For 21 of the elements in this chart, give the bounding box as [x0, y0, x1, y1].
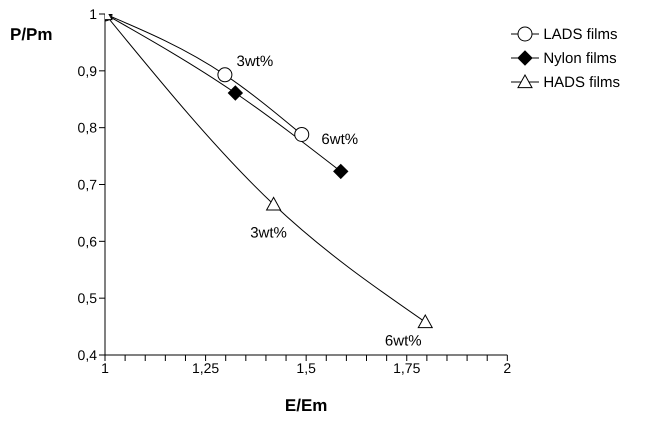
x-tick-label: 1: [101, 360, 110, 376]
y-tick-label: 1: [89, 6, 98, 22]
y-axis-title: P/Pm: [10, 25, 53, 44]
legend-label: Nylon films: [543, 50, 617, 66]
annotation: 6wt%: [321, 130, 358, 148]
x-tick-label: 1,75: [393, 360, 421, 376]
x-tick-label: 2: [503, 360, 512, 376]
x-axis-title: E/Em: [284, 396, 328, 415]
y-tick-label: 0,6: [78, 233, 98, 250]
legend-label: LADS films: [543, 26, 618, 42]
y-tick-label: 0,8: [78, 120, 98, 136]
y-tick-label: 0,9: [78, 62, 98, 79]
x-tick-label: 1,5: [296, 360, 316, 376]
y-tick-label: 0,5: [78, 290, 98, 306]
x-tick-label: 1,25: [192, 360, 220, 376]
annotation: 3wt%: [236, 53, 274, 70]
y-tick-label: 0,7: [78, 176, 98, 192]
annotation: 3wt%: [250, 224, 287, 242]
legend-label: HADS films: [543, 74, 620, 90]
annotation: 6wt%: [384, 332, 422, 350]
y-tick-label: 0,4: [78, 346, 98, 363]
